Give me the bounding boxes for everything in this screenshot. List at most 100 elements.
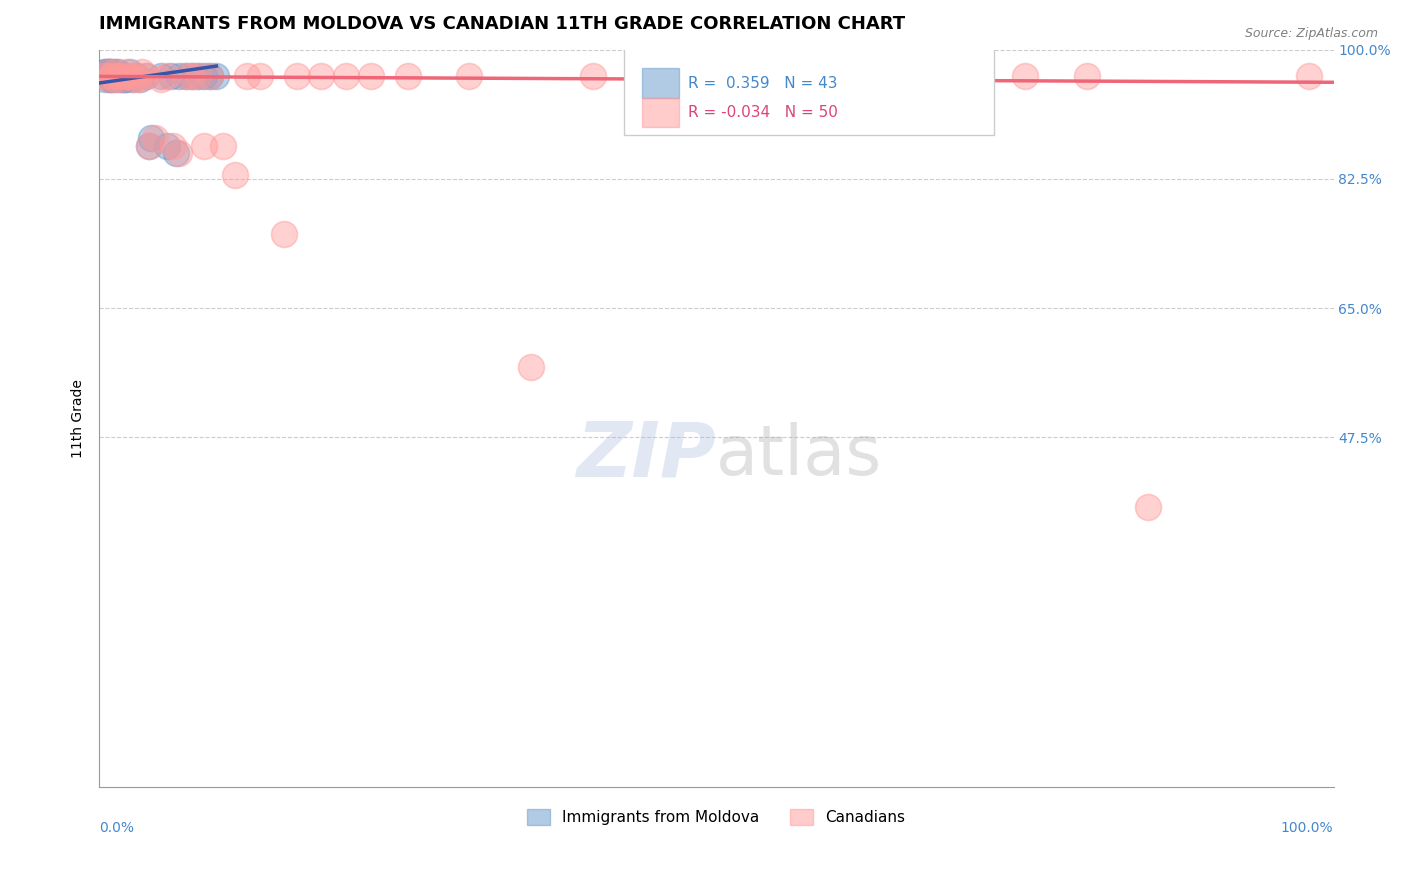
Point <box>98 65 121 79</box>
Point <box>112 72 135 87</box>
FancyBboxPatch shape <box>624 46 994 135</box>
Point <box>520 359 543 374</box>
Point <box>97 69 120 83</box>
Point <box>335 69 357 83</box>
Point <box>890 69 912 83</box>
Point <box>205 69 228 83</box>
Point <box>273 227 295 242</box>
Point <box>97 65 120 79</box>
Point <box>110 69 132 83</box>
Point <box>112 69 135 83</box>
Point <box>122 72 145 87</box>
Text: 100.0%: 100.0% <box>1281 821 1333 835</box>
Point <box>100 69 122 83</box>
Point <box>139 131 162 145</box>
Point <box>103 65 125 79</box>
Point <box>249 69 271 83</box>
Point <box>149 69 172 83</box>
Point <box>193 69 215 83</box>
Point <box>118 69 141 83</box>
Point <box>1137 500 1160 515</box>
Point <box>644 69 666 83</box>
Point <box>193 138 215 153</box>
Point <box>180 69 202 83</box>
Point <box>135 69 157 83</box>
Point <box>104 65 127 79</box>
Point <box>98 72 121 87</box>
Y-axis label: 11th Grade: 11th Grade <box>72 379 86 458</box>
Point <box>200 69 222 83</box>
Point <box>704 69 727 83</box>
Point <box>98 72 121 87</box>
Point <box>224 168 246 182</box>
Point <box>582 69 605 83</box>
FancyBboxPatch shape <box>643 98 679 128</box>
Text: R =  0.359   N = 43: R = 0.359 N = 43 <box>688 76 838 90</box>
Text: R = -0.034   N = 50: R = -0.034 N = 50 <box>688 105 838 120</box>
Point <box>458 69 481 83</box>
Point <box>100 69 122 83</box>
Point <box>114 69 136 83</box>
Text: IMMIGRANTS FROM MOLDOVA VS CANADIAN 11TH GRADE CORRELATION CHART: IMMIGRANTS FROM MOLDOVA VS CANADIAN 11TH… <box>100 15 905 33</box>
Point <box>396 69 419 83</box>
Point <box>1076 69 1098 83</box>
Point <box>94 65 117 79</box>
Point <box>174 69 197 83</box>
Point <box>121 72 143 87</box>
Point <box>311 69 333 83</box>
Point <box>104 69 127 83</box>
Point <box>187 69 209 83</box>
Point <box>236 69 259 83</box>
Point <box>110 72 132 87</box>
Point <box>211 138 233 153</box>
Point <box>143 131 166 145</box>
Point <box>98 65 121 79</box>
Point <box>156 138 179 153</box>
Point <box>766 69 789 83</box>
Point <box>156 69 179 83</box>
Point <box>360 69 382 83</box>
Point <box>108 69 131 83</box>
Point <box>135 69 157 83</box>
Point <box>128 72 150 87</box>
Point <box>108 72 131 87</box>
Point <box>159 69 181 83</box>
Point <box>107 65 129 79</box>
Point <box>97 65 120 79</box>
Point <box>100 65 122 79</box>
Point <box>952 69 974 83</box>
Point <box>103 72 125 87</box>
Point <box>162 138 184 153</box>
FancyBboxPatch shape <box>643 69 679 98</box>
Point <box>828 69 851 83</box>
Point <box>115 65 138 79</box>
Point <box>94 65 117 79</box>
Point <box>104 72 127 87</box>
Text: 0.0%: 0.0% <box>100 821 134 835</box>
Text: atlas: atlas <box>716 422 883 489</box>
Point <box>98 69 121 83</box>
Point <box>1298 69 1320 83</box>
Legend: Immigrants from Moldova, Canadians: Immigrants from Moldova, Canadians <box>522 804 911 831</box>
Point <box>111 72 134 87</box>
Point <box>174 69 197 83</box>
Point <box>165 146 187 161</box>
Point <box>131 65 153 79</box>
Point <box>169 69 191 83</box>
Point <box>100 72 122 87</box>
Point <box>149 72 172 87</box>
Text: Source: ZipAtlas.com: Source: ZipAtlas.com <box>1244 27 1378 40</box>
Point <box>94 72 117 87</box>
Point <box>180 69 202 83</box>
Point <box>138 138 160 153</box>
Point <box>100 69 122 83</box>
Point <box>115 72 138 87</box>
Point <box>107 69 129 83</box>
Point <box>125 69 148 83</box>
Point <box>94 69 117 83</box>
Point <box>1014 69 1036 83</box>
Point <box>285 69 308 83</box>
Point <box>128 72 150 87</box>
Point <box>125 69 148 83</box>
Point <box>169 146 191 161</box>
